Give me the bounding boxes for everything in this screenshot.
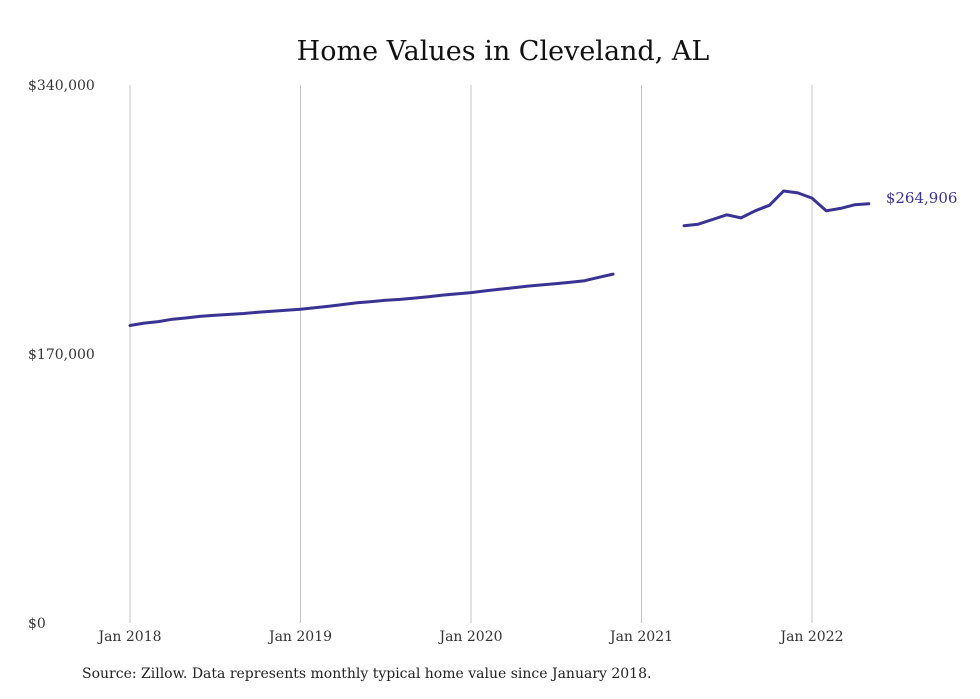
line-chart: Home Values in Cleveland, AL $0$170,000$…	[28, 36, 958, 645]
x-tick-label: Jan 2022	[778, 629, 843, 645]
x-tick-label: Jan 2018	[96, 629, 161, 645]
x-axis-ticks: Jan 2018 Jan 2019 Jan 2020 Jan 2021 Jan 2022	[96, 629, 843, 645]
y-tick-label: $170,000	[28, 347, 95, 363]
series-lines	[128, 189, 871, 327]
y-axis-ticks: $0 $170,000 $340,000	[28, 78, 95, 632]
series-line-segment	[128, 272, 615, 327]
y-tick-label: $340,000	[28, 78, 95, 94]
y-tick-label: $0	[28, 616, 46, 632]
x-tick-label: Jan 2021	[608, 629, 673, 645]
end-value-label: $264,906	[886, 189, 958, 207]
chart-title: Home Values in Cleveland, AL	[297, 36, 710, 67]
x-tick-label: Jan 2020	[437, 629, 502, 645]
grid-lines	[129, 85, 813, 623]
source-note: Source: Zillow. Data represents monthly …	[82, 666, 652, 682]
series-line-segment	[682, 189, 871, 228]
x-tick-label: Jan 2019	[267, 629, 332, 645]
